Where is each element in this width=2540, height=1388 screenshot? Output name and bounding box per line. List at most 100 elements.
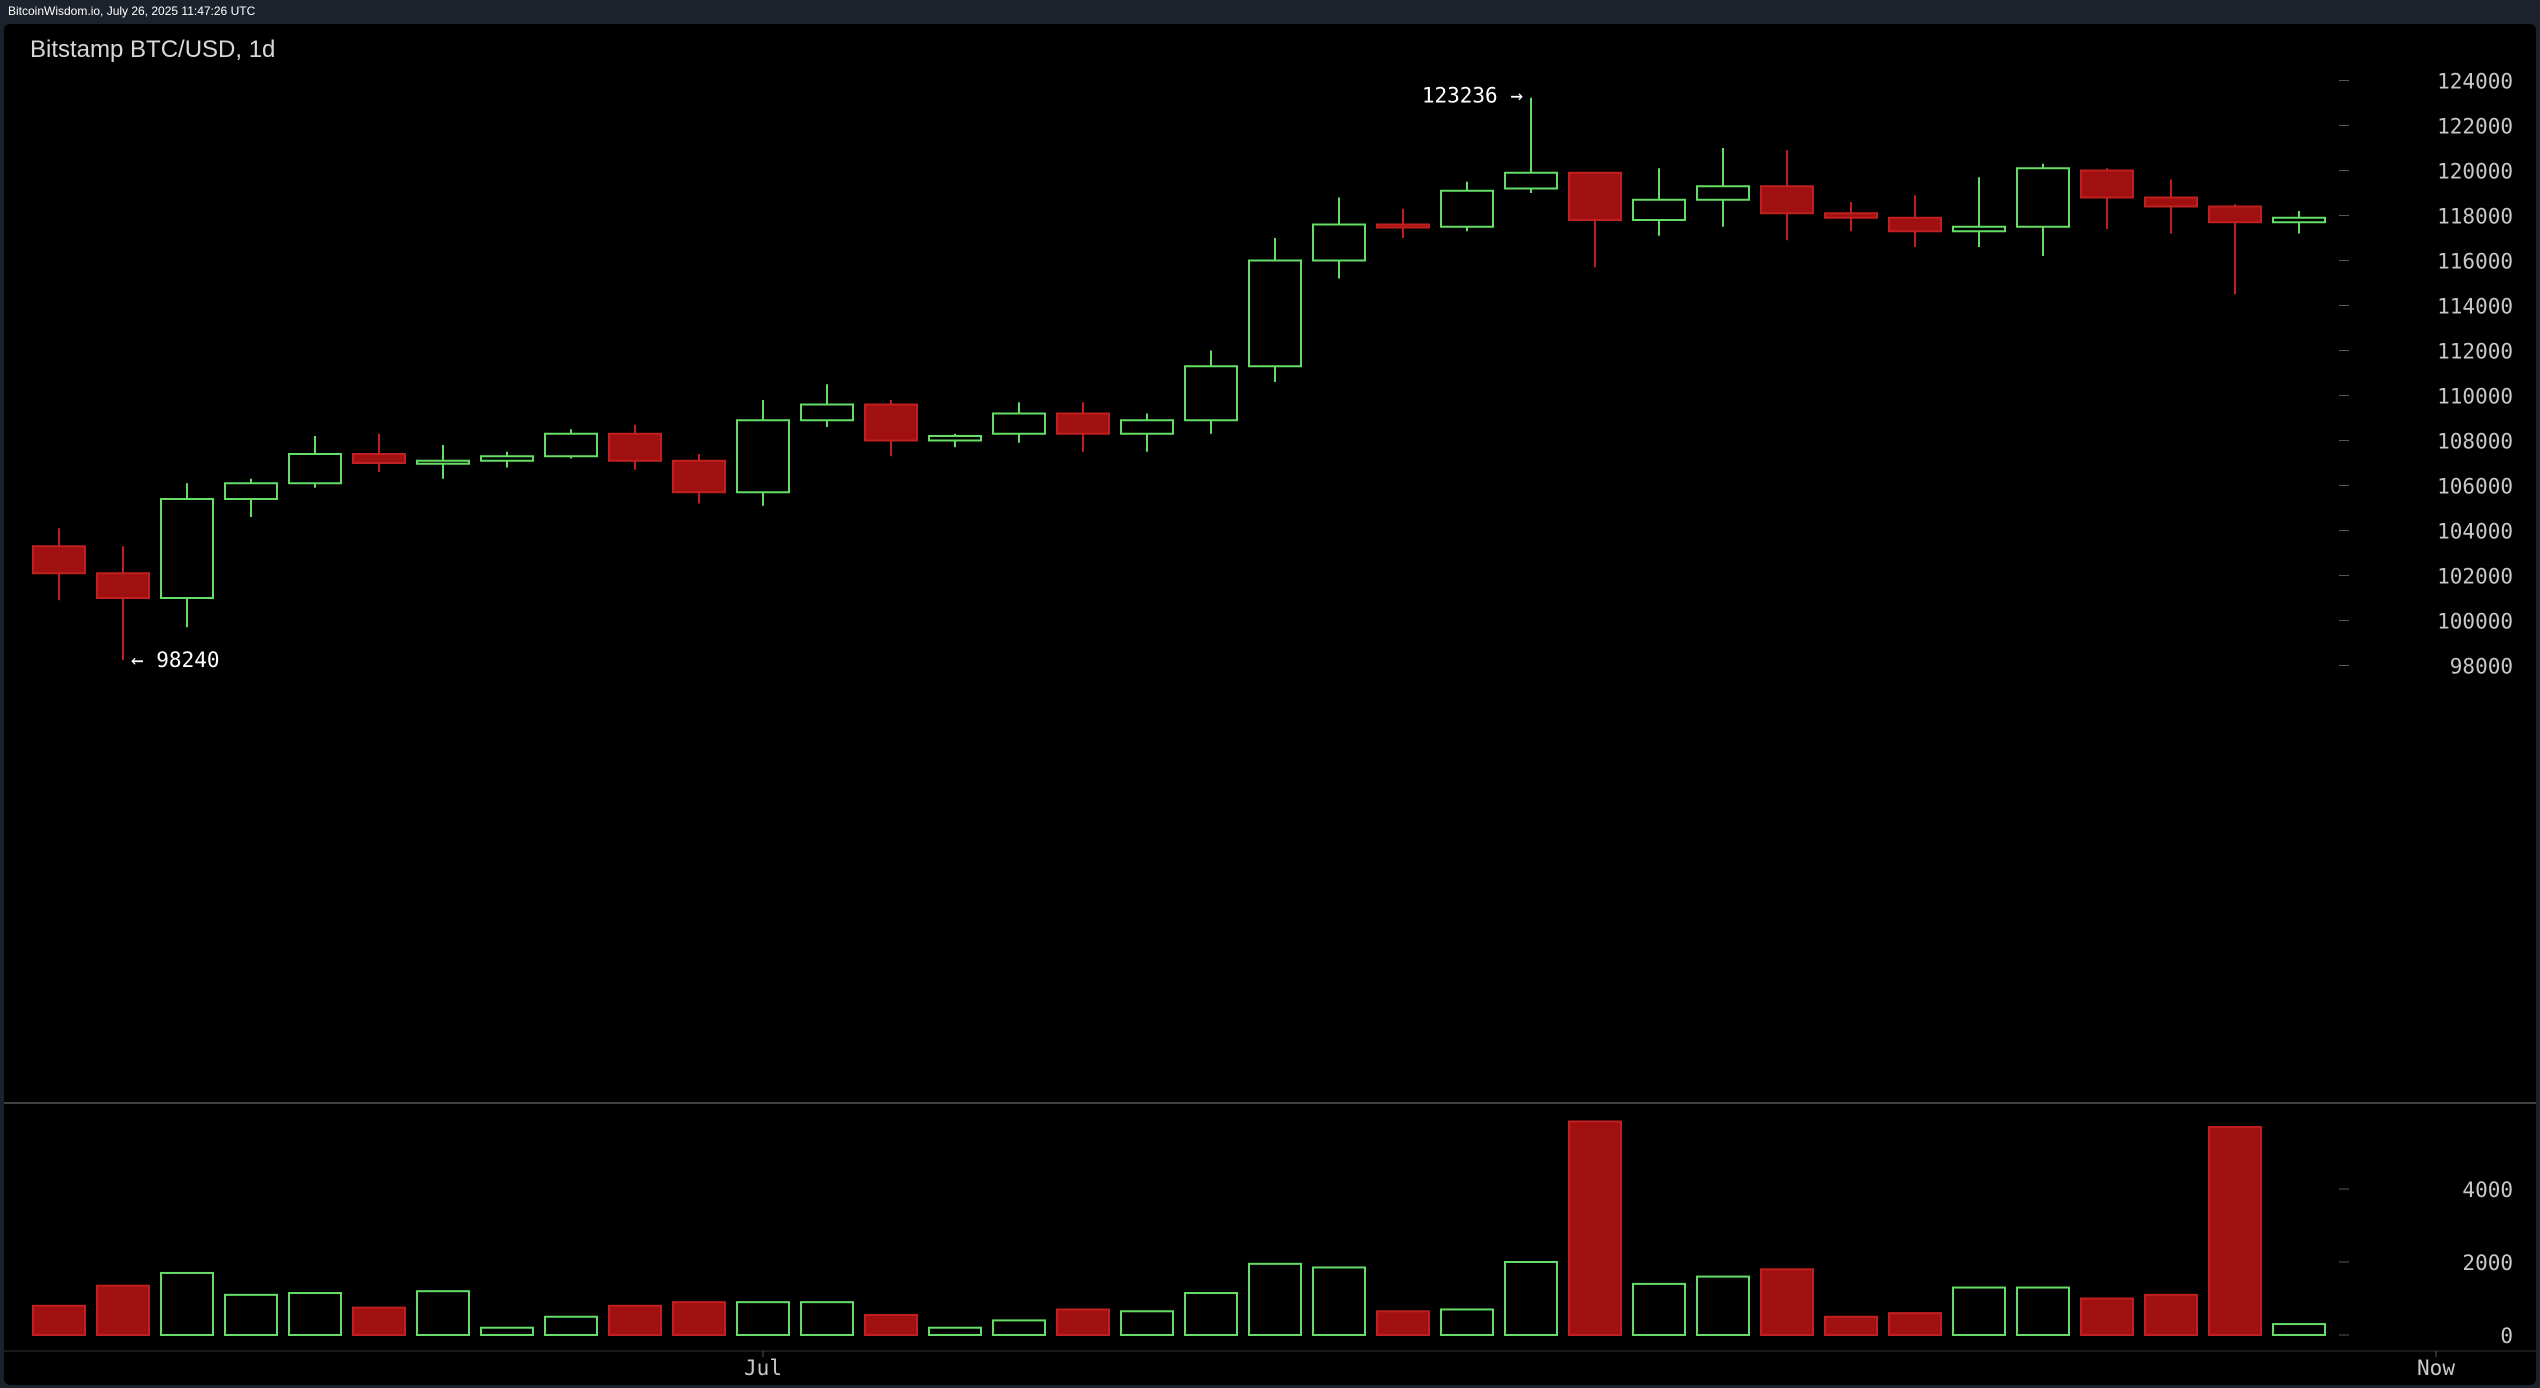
candle: [416, 445, 470, 479]
volume-bar: [1120, 1310, 1174, 1337]
price-tick-label: 116000: [2437, 250, 2513, 274]
volume-bar: [32, 1304, 86, 1337]
price-annotation: ← 98240: [131, 648, 220, 672]
candle: [1248, 238, 1302, 382]
chart-title: Bitstamp BTC/USD, 1d: [30, 36, 276, 63]
volume-bar: [352, 1306, 406, 1336]
price-tick-label: 100000: [2437, 610, 2513, 634]
candle: [736, 400, 790, 506]
price-tick-label: 106000: [2437, 475, 2513, 499]
volume-bar: [1696, 1275, 1750, 1336]
price-axis: 98000 100000 102000 104000 106000 108000 11000…: [2339, 70, 2513, 679]
volume-bar: [1184, 1292, 1238, 1337]
candle-body: [672, 459, 726, 494]
candle: [1696, 148, 1750, 227]
volume-tick-label: 2000: [2462, 1251, 2513, 1275]
candle: [2144, 179, 2198, 234]
candle-body: [928, 435, 982, 442]
candle: [1888, 195, 1942, 247]
candle: [928, 433, 982, 448]
candle-body: [1888, 216, 1942, 233]
price-tick-label: 120000: [2437, 160, 2513, 184]
candle-body: [1760, 185, 1814, 215]
candle-body: [224, 482, 278, 500]
candle-body: [1248, 259, 1302, 368]
volume-bar: [1568, 1120, 1622, 1336]
price-tick-label: 108000: [2437, 430, 2513, 454]
candle-body: [1312, 223, 1366, 262]
volume-bar: [1888, 1312, 1942, 1336]
candle-body: [2272, 216, 2326, 224]
volume-bar: [224, 1293, 278, 1336]
candle: [224, 478, 278, 517]
candle: [96, 546, 150, 661]
candle-body: [96, 572, 150, 599]
candle: [1952, 177, 2006, 247]
candle: [2016, 163, 2070, 256]
volume-bar: [2080, 1297, 2134, 1336]
price-tick-label: 124000: [2437, 70, 2513, 94]
candle: [1440, 181, 1494, 232]
volume-bar: [736, 1301, 790, 1337]
candle: [544, 429, 598, 459]
candle-body: [32, 545, 86, 575]
volume-bar: [2144, 1293, 2198, 1336]
candle-body: [1440, 189, 1494, 228]
candle: [1568, 171, 1622, 268]
volume-bar: [864, 1313, 918, 1337]
price-tick-label: 110000: [2437, 385, 2513, 409]
volume-bar: [608, 1304, 662, 1337]
candle-body: [416, 459, 470, 465]
volume-bar: [1376, 1310, 1430, 1337]
candle: [1312, 197, 1366, 279]
candle: [352, 433, 406, 472]
volume-bar: [672, 1301, 726, 1337]
time-tick-label: Jul: [744, 1356, 782, 1380]
volume-bar: [416, 1290, 470, 1336]
volume-bar: [1504, 1261, 1558, 1336]
price-tick-label: 112000: [2437, 340, 2513, 364]
price-tick-label: 122000: [2437, 115, 2513, 139]
candle-body: [2016, 167, 2070, 228]
volume-tick-label: 4000: [2462, 1178, 2513, 1202]
candle: [800, 384, 854, 427]
volume-bar: [1632, 1282, 1686, 1337]
volume-bar: [544, 1315, 598, 1336]
candle: [32, 528, 86, 601]
volume-bar: [1248, 1262, 1302, 1336]
candle-body: [992, 412, 1046, 435]
header-bar: BitcoinWisdom.io, July 26, 2025 11:47:26…: [0, 0, 2540, 24]
volume-bar: [1312, 1266, 1366, 1336]
candle-body: [2080, 169, 2134, 199]
time-axis: Jul Now: [4, 1350, 2536, 1380]
candle: [1120, 413, 1174, 452]
candle: [672, 454, 726, 504]
price-tick-label: 118000: [2437, 205, 2513, 229]
volume-bar: [2016, 1286, 2070, 1337]
volume-bar: [2208, 1125, 2262, 1336]
candle-body: [480, 455, 534, 462]
chart-canvas[interactable]: 98000 100000 102000 104000 106000 108000 11000…: [4, 24, 2536, 1385]
candle-body: [1504, 171, 1558, 190]
volume-bar: [96, 1284, 150, 1336]
candle-body: [1824, 212, 1878, 219]
volume-bar: [2272, 1323, 2326, 1337]
volume-bar: [1760, 1268, 1814, 1337]
candle-body: [1376, 223, 1430, 229]
candle: [1824, 202, 1878, 232]
candle: [1184, 350, 1238, 434]
chart-panel[interactable]: Bitstamp BTC/USD, 1d 98000 100000 102000 10…: [4, 24, 2536, 1385]
price-tick-label: 104000: [2437, 520, 2513, 544]
candle-body: [608, 432, 662, 462]
candle: [160, 483, 214, 628]
candle: [480, 451, 534, 468]
candle-body: [160, 498, 214, 599]
volume-bar: [1952, 1286, 2006, 1337]
volume-bar: [1824, 1315, 1878, 1336]
candle-body: [1632, 198, 1686, 221]
volume-bar: [480, 1326, 534, 1336]
volume-bar: [800, 1301, 854, 1337]
candle-body: [1568, 171, 1622, 221]
volume-bar: [288, 1292, 342, 1337]
candle: [1760, 150, 1814, 241]
